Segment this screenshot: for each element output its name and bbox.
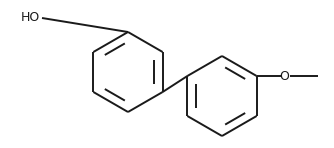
Text: HO: HO [21, 11, 40, 24]
Text: O: O [280, 70, 290, 82]
